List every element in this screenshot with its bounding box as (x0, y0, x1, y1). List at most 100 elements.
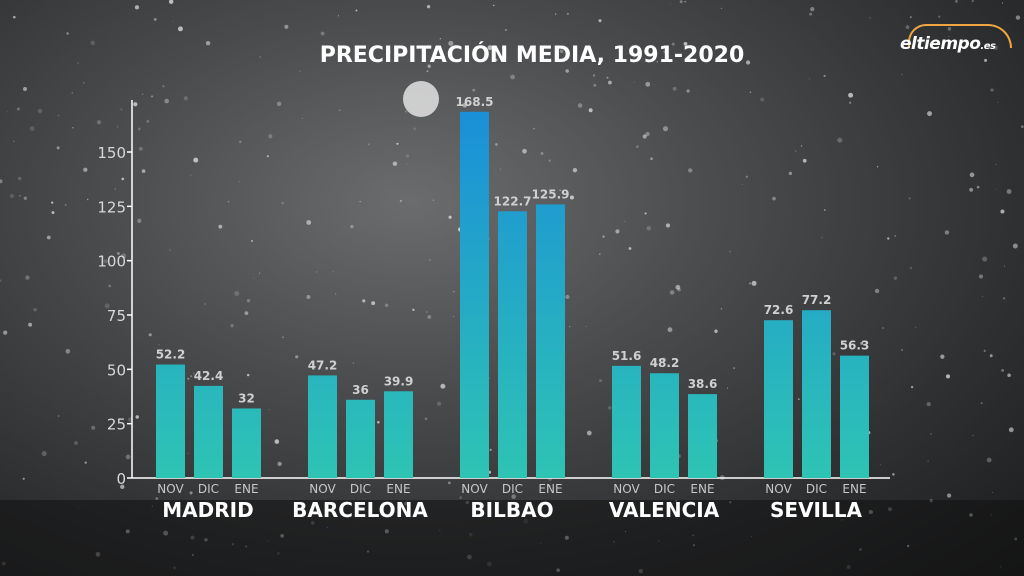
raindrop (66, 32, 69, 35)
raindrop (688, 168, 693, 173)
raindrop (548, 159, 551, 162)
raindrop (1000, 209, 1005, 214)
month-label: ENE (538, 482, 562, 496)
raindrop (608, 406, 612, 410)
raindrop (874, 288, 880, 294)
raindrop (892, 473, 895, 476)
light-bokeh (403, 81, 439, 117)
data-label: 39.9 (384, 374, 414, 388)
raindrop (982, 295, 984, 297)
raindrop (22, 477, 25, 480)
bar (308, 375, 337, 478)
raindrop (23, 196, 28, 200)
raindrop (915, 326, 917, 328)
month-label: NOV (309, 482, 336, 496)
raindrop (6, 111, 8, 113)
data-label: 36 (352, 383, 369, 397)
raindrop (887, 237, 890, 240)
raindrop (909, 16, 912, 19)
raindrop (1007, 373, 1011, 378)
logo-name: eltiempo (900, 34, 981, 54)
raindrop (376, 420, 380, 424)
raindrop (901, 349, 903, 351)
raindrop (495, 143, 498, 146)
raindrop (565, 294, 570, 300)
bar (156, 364, 185, 478)
month-label: DIC (654, 482, 675, 496)
y-tick-label: 100 (97, 253, 126, 271)
raindrop (633, 56, 636, 58)
raindrop (218, 224, 223, 229)
raindrop (989, 354, 993, 358)
month-label: ENE (690, 482, 714, 496)
raindrop (650, 157, 653, 161)
raindrop (808, 77, 811, 80)
raindrop (848, 101, 852, 104)
raindrop (120, 108, 123, 111)
raindrop (86, 198, 89, 201)
raindrop (57, 415, 60, 417)
raindrop (879, 464, 881, 466)
raindrop (472, 88, 476, 92)
bar (384, 391, 413, 478)
raindrop (675, 284, 681, 290)
raindrop (384, 303, 389, 308)
raindrop (667, 327, 673, 333)
raindrop (599, 253, 601, 255)
raindrop (802, 158, 807, 163)
raindrop (28, 322, 33, 327)
raindrop (656, 61, 658, 63)
raindrop (533, 128, 535, 130)
raindrop (448, 40, 454, 46)
raindrop (134, 5, 139, 10)
city-label: BILBAO (470, 498, 553, 522)
raindrop (268, 408, 270, 411)
raindrop (947, 27, 952, 31)
raindrop (727, 387, 729, 389)
raindrop (635, 145, 639, 148)
bar (840, 355, 869, 478)
bar (460, 111, 489, 478)
month-label: ENE (386, 482, 410, 496)
raindrop (440, 383, 446, 389)
raindrop (427, 64, 431, 68)
raindrop (511, 494, 516, 499)
raindrop (894, 235, 896, 237)
raindrop (155, 497, 159, 500)
raindrop (646, 226, 652, 231)
y-tick-label: 75 (107, 307, 126, 325)
month-label: NOV (765, 482, 792, 496)
raindrop (183, 96, 188, 101)
raindrop (645, 131, 650, 137)
raindrop (1004, 265, 1006, 267)
raindrop (141, 169, 146, 173)
raindrop (16, 107, 20, 111)
raindrop (352, 362, 354, 364)
raindrop (714, 329, 718, 334)
raindrop (362, 299, 366, 303)
raindrop (824, 209, 826, 211)
y-tick-label: 0 (116, 470, 126, 488)
raindrop (645, 81, 651, 87)
raindrop (244, 311, 249, 315)
raindrop (848, 92, 854, 98)
raindrop (187, 452, 189, 454)
raindrop (997, 101, 999, 104)
raindrop (299, 70, 301, 72)
data-label: 168.5 (456, 95, 494, 109)
data-label: 48.2 (650, 356, 680, 370)
raindrop (413, 127, 416, 130)
raindrop (976, 185, 980, 189)
raindrop (749, 282, 751, 285)
raindrop (190, 375, 193, 378)
raindrop (982, 256, 988, 262)
raindrop (624, 220, 626, 222)
raindrop (13, 140, 15, 142)
month-label: DIC (350, 482, 371, 496)
raindrop (250, 239, 254, 243)
raindrop (489, 448, 492, 452)
raindrop (439, 38, 441, 40)
raindrop (168, 0, 174, 4)
raindrop (741, 183, 743, 185)
